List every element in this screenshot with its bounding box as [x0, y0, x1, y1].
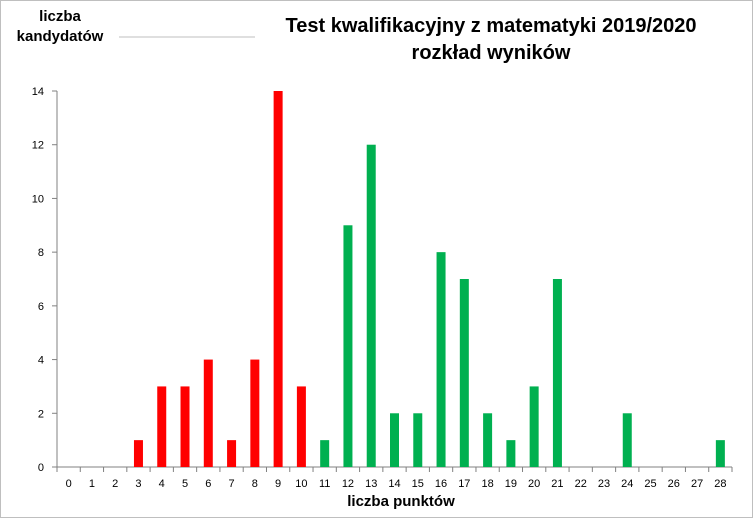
chart-title-line-1: Test kwalifikacyjny z matematyki 2019/20… — [285, 15, 697, 37]
x-tick-label: 5 — [182, 478, 188, 490]
bar-15 — [413, 413, 423, 467]
y-tick-label: 2 — [38, 408, 44, 420]
bar-17 — [459, 279, 469, 467]
y-tick-label: 8 — [38, 247, 44, 259]
x-tick-label: 7 — [229, 478, 235, 490]
y-tick-label: 14 — [32, 86, 44, 98]
bar-28 — [715, 440, 725, 467]
chart-title: Test kwalifikacyjny z matematyki 2019/20… — [241, 13, 741, 67]
x-tick-label: 18 — [481, 478, 493, 490]
y-axis-label: liczba kandydatów — [5, 7, 115, 47]
x-tick-label: 8 — [252, 478, 258, 490]
x-tick-label: 19 — [505, 478, 517, 490]
x-tick-label: 26 — [668, 478, 680, 490]
x-tick-label: 9 — [275, 478, 281, 490]
bar-18 — [483, 413, 493, 467]
bar-20 — [529, 386, 539, 467]
y-tick-label: 0 — [38, 462, 44, 474]
x-axis-label: liczba punktów — [347, 493, 455, 510]
y-axis-label-line-1: liczba — [39, 8, 81, 25]
x-tick-label: 17 — [458, 478, 470, 490]
y-tick-label: 6 — [38, 301, 44, 313]
x-tick-label: 21 — [551, 478, 563, 490]
x-tick-label: 28 — [714, 478, 726, 490]
x-tick-label: 2 — [112, 478, 118, 490]
y-tick-label: 10 — [32, 193, 44, 205]
x-tick-label: 0 — [66, 478, 72, 490]
x-tick-label: 23 — [598, 478, 610, 490]
x-tick-label: 25 — [644, 478, 656, 490]
bar-13 — [366, 144, 376, 467]
bar-7 — [227, 440, 237, 467]
bar-21 — [552, 279, 562, 467]
x-tick-label: 16 — [435, 478, 447, 490]
x-tick-label: 12 — [342, 478, 354, 490]
bar-14 — [390, 413, 399, 467]
y-tick-label: 12 — [32, 140, 44, 152]
bar-24 — [622, 413, 632, 467]
x-tick-label: 6 — [205, 478, 211, 490]
bar-8 — [250, 359, 260, 467]
x-tick-label: 14 — [388, 478, 400, 490]
x-tick-label: 1 — [89, 478, 95, 490]
x-tick-label: 15 — [412, 478, 424, 490]
bar-5 — [180, 386, 190, 467]
bar-9 — [273, 91, 283, 467]
bar-10 — [296, 386, 306, 467]
chart-title-line-2: rozkład wyników — [411, 42, 571, 64]
bar-12 — [343, 225, 353, 467]
x-tick-label: 3 — [135, 478, 141, 490]
x-tick-label: 10 — [295, 478, 307, 490]
bar-19 — [506, 440, 516, 467]
x-tick-label: 24 — [621, 478, 633, 490]
x-tick-label: 4 — [159, 478, 165, 490]
bar-16 — [436, 252, 446, 467]
y-axis-label-line-2: kandydatów — [16, 28, 104, 45]
bar-11 — [320, 440, 330, 467]
x-tick-label: 22 — [575, 478, 587, 490]
bar-6 — [203, 359, 213, 467]
bar-4 — [157, 386, 167, 467]
bar-3 — [133, 440, 143, 467]
x-tick-label: 20 — [528, 478, 540, 490]
x-tick-label: 11 — [319, 478, 330, 490]
y-tick-label: 4 — [38, 355, 44, 367]
x-tick-label: 13 — [365, 478, 377, 490]
x-tick-label: 27 — [691, 478, 703, 490]
